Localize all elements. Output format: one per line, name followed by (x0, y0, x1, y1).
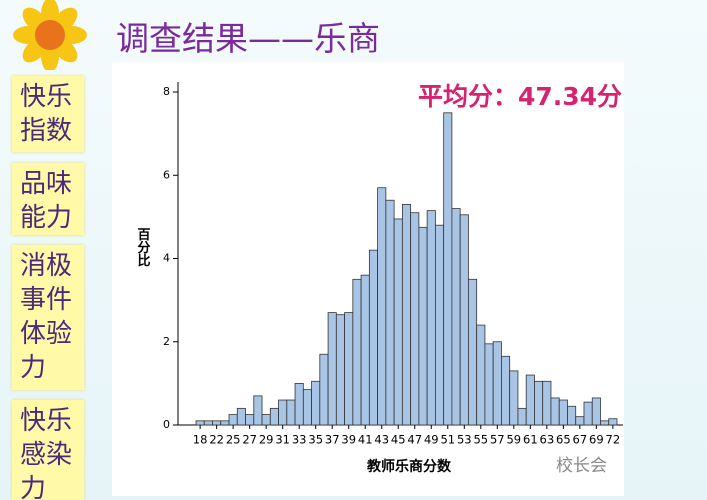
bar (352, 278, 362, 426)
y-axis-label: 百分比 (135, 228, 151, 268)
bar (368, 249, 379, 426)
bar (385, 199, 395, 426)
bar (418, 226, 428, 426)
bar (534, 380, 544, 426)
y-tick-label: 2 (163, 335, 170, 348)
bar (236, 407, 246, 426)
x-tick-label: 45 (391, 433, 406, 447)
bar (591, 397, 601, 426)
bar (492, 341, 502, 426)
x-tick-label: 25 (226, 433, 241, 447)
bar (525, 374, 535, 426)
x-tick-label: 31 (275, 433, 290, 447)
y-tick-label: 0 (163, 418, 170, 431)
chart: 平均分：47.34分 百分比 教师乐商分数 校长会 0 2 4 6 8 18 22 25 27 2… (112, 62, 624, 496)
x-tick-label: 61 (523, 433, 538, 447)
bar (484, 343, 494, 426)
y-tick-label: 6 (163, 168, 170, 181)
bar (468, 278, 478, 426)
bar (269, 407, 279, 426)
x-tick-label: 49 (424, 433, 439, 447)
side-item: 快乐感染力 (12, 400, 84, 500)
x-tick-label: 51 (440, 433, 455, 447)
bar (286, 399, 296, 426)
bar (410, 212, 420, 426)
bar (567, 405, 577, 426)
side-item: 消极事件体验力 (12, 245, 84, 390)
annotation: 平均分：47.34分 (418, 82, 622, 111)
x-tick-label: 59 (506, 433, 521, 447)
x-axis-label: 教师乐商分数 (367, 458, 452, 475)
bar (476, 324, 486, 426)
bar (426, 210, 436, 426)
slide-title: 调查结果——乐商 (116, 19, 380, 58)
bar (600, 420, 610, 426)
bar (220, 420, 230, 426)
x-tick-label: 41 (358, 433, 373, 447)
bar (278, 399, 288, 426)
bar (608, 418, 618, 426)
bar (228, 414, 238, 426)
bar (203, 420, 213, 426)
bar (443, 112, 453, 426)
x-tick-label: 29 (259, 433, 274, 447)
bar (583, 401, 593, 426)
watermark: 校长会 (556, 456, 607, 476)
bar (401, 203, 412, 426)
bar (335, 314, 345, 426)
bar (459, 214, 469, 426)
x-tick-label: 37 (325, 433, 340, 447)
x-tick-label: 27 (242, 433, 257, 447)
flower (13, 0, 87, 70)
bar (517, 407, 527, 426)
bar (344, 312, 354, 426)
bar (319, 353, 329, 426)
x-tick-label: 72 (606, 433, 621, 447)
x-tick-label: 65 (556, 433, 571, 447)
bar (245, 414, 255, 426)
y-tick-label: 4 (163, 252, 170, 265)
bar (550, 397, 560, 426)
x-tick-label: 55 (473, 433, 488, 447)
x-tick-label: 57 (490, 433, 505, 447)
bar (393, 218, 403, 426)
bar (311, 380, 321, 426)
x-tick-label: 63 (540, 433, 555, 447)
bar (434, 224, 445, 426)
bar (575, 416, 585, 426)
bar (377, 187, 387, 426)
bar (542, 380, 552, 426)
bar (302, 389, 312, 426)
bar (212, 420, 222, 426)
side-item: 快乐指数 (12, 76, 84, 152)
y-tick-label: 8 (163, 85, 170, 98)
bar (261, 414, 271, 426)
bar (360, 274, 370, 426)
bar (253, 395, 263, 426)
x-tick-label: 67 (573, 433, 588, 447)
bar (451, 208, 461, 426)
x-tick-label: 22 (209, 433, 224, 447)
x-tick-label: 33 (292, 433, 307, 447)
bar (294, 382, 304, 426)
x-tick-label: 47 (407, 433, 422, 447)
x-tick-label: 69 (589, 433, 604, 447)
x-tick-label: 18 (193, 433, 208, 447)
bar (195, 420, 205, 426)
x-tick-label: 35 (308, 433, 323, 447)
bar (327, 312, 337, 426)
x-tick-label: 43 (374, 433, 389, 447)
bar (558, 399, 568, 426)
side-item: 品味能力 (12, 163, 84, 235)
bar (509, 370, 519, 426)
x-tick-label: 39 (341, 433, 356, 447)
x-tick-label: 53 (457, 433, 472, 447)
bar (501, 355, 511, 426)
